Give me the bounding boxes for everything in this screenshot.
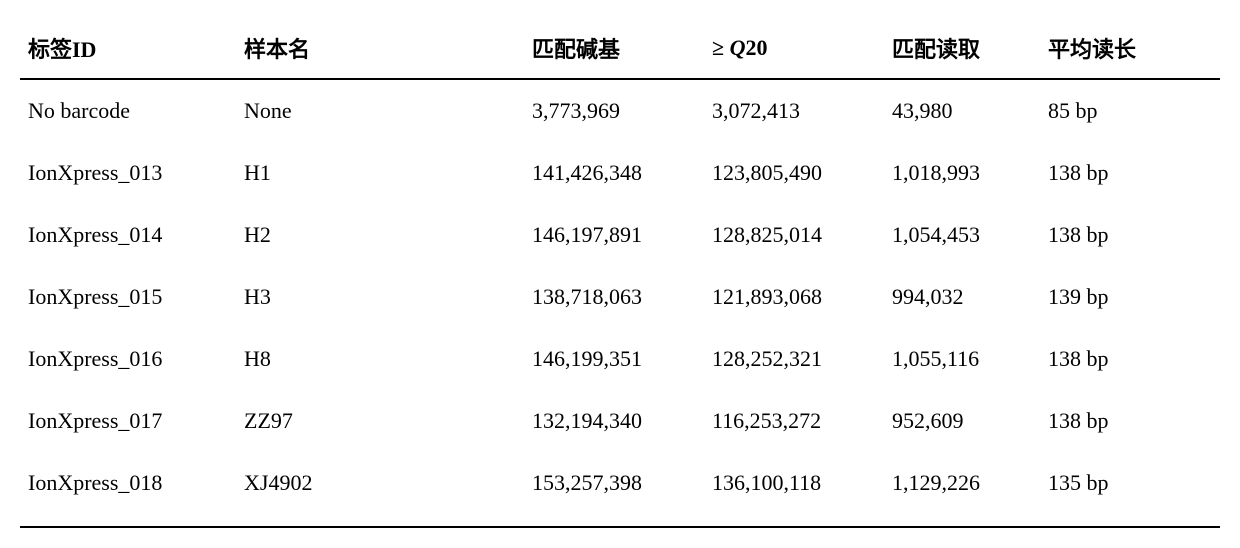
cell-sample-name: H2 bbox=[236, 204, 524, 266]
cell-avg-read-length: 139 bp bbox=[1040, 266, 1220, 328]
cell-q20: 3,072,413 bbox=[704, 79, 884, 142]
header-matched-bases: 匹配碱基 bbox=[524, 20, 704, 79]
cell-sample-name: None bbox=[236, 79, 524, 142]
cell-matched-reads: 1,054,453 bbox=[884, 204, 1040, 266]
cell-sample-name: H8 bbox=[236, 328, 524, 390]
table-header-row: 标签ID 样本名 匹配碱基 ≥ Q20 匹配读取 平均读长 bbox=[20, 20, 1220, 79]
cell-sample-name: H3 bbox=[236, 266, 524, 328]
cell-q20: 123,805,490 bbox=[704, 142, 884, 204]
table-row: IonXpress_016 H8 146,199,351 128,252,321… bbox=[20, 328, 1220, 390]
header-tag-id: 标签ID bbox=[20, 20, 236, 79]
header-matched-reads: 匹配读取 bbox=[884, 20, 1040, 79]
cell-avg-read-length: 135 bp bbox=[1040, 452, 1220, 527]
header-q20-italic: Q bbox=[730, 35, 746, 60]
cell-matched-reads: 1,129,226 bbox=[884, 452, 1040, 527]
cell-tag-id: IonXpress_013 bbox=[20, 142, 236, 204]
table-row: IonXpress_013 H1 141,426,348 123,805,490… bbox=[20, 142, 1220, 204]
cell-q20: 128,252,321 bbox=[704, 328, 884, 390]
header-sample-name: 样本名 bbox=[236, 20, 524, 79]
cell-matched-reads: 1,018,993 bbox=[884, 142, 1040, 204]
table-row: IonXpress_017 ZZ97 132,194,340 116,253,2… bbox=[20, 390, 1220, 452]
cell-avg-read-length: 138 bp bbox=[1040, 142, 1220, 204]
header-avg-read-length: 平均读长 bbox=[1040, 20, 1220, 79]
cell-q20: 121,893,068 bbox=[704, 266, 884, 328]
cell-matched-bases: 146,197,891 bbox=[524, 204, 704, 266]
cell-matched-reads: 1,055,116 bbox=[884, 328, 1040, 390]
cell-tag-id: IonXpress_018 bbox=[20, 452, 236, 527]
cell-matched-bases: 3,773,969 bbox=[524, 79, 704, 142]
cell-tag-id: No barcode bbox=[20, 79, 236, 142]
sequencing-data-table: 标签ID 样本名 匹配碱基 ≥ Q20 匹配读取 平均读长 No barcode… bbox=[20, 20, 1220, 528]
cell-avg-read-length: 138 bp bbox=[1040, 390, 1220, 452]
cell-matched-reads: 952,609 bbox=[884, 390, 1040, 452]
cell-sample-name: H1 bbox=[236, 142, 524, 204]
cell-tag-id: IonXpress_017 bbox=[20, 390, 236, 452]
cell-matched-bases: 141,426,348 bbox=[524, 142, 704, 204]
cell-matched-bases: 132,194,340 bbox=[524, 390, 704, 452]
cell-avg-read-length: 138 bp bbox=[1040, 328, 1220, 390]
cell-q20: 116,253,272 bbox=[704, 390, 884, 452]
cell-q20: 128,825,014 bbox=[704, 204, 884, 266]
cell-tag-id: IonXpress_016 bbox=[20, 328, 236, 390]
cell-matched-reads: 43,980 bbox=[884, 79, 1040, 142]
cell-avg-read-length: 85 bp bbox=[1040, 79, 1220, 142]
cell-matched-reads: 994,032 bbox=[884, 266, 1040, 328]
cell-tag-id: IonXpress_015 bbox=[20, 266, 236, 328]
cell-matched-bases: 153,257,398 bbox=[524, 452, 704, 527]
table-row: IonXpress_018 XJ4902 153,257,398 136,100… bbox=[20, 452, 1220, 527]
table-row: No barcode None 3,773,969 3,072,413 43,9… bbox=[20, 79, 1220, 142]
cell-sample-name: XJ4902 bbox=[236, 452, 524, 527]
cell-sample-name: ZZ97 bbox=[236, 390, 524, 452]
table-body: No barcode None 3,773,969 3,072,413 43,9… bbox=[20, 79, 1220, 527]
header-q20: ≥ Q20 bbox=[704, 20, 884, 79]
cell-avg-read-length: 138 bp bbox=[1040, 204, 1220, 266]
cell-matched-bases: 138,718,063 bbox=[524, 266, 704, 328]
cell-matched-bases: 146,199,351 bbox=[524, 328, 704, 390]
cell-q20: 136,100,118 bbox=[704, 452, 884, 527]
table-row: IonXpress_015 H3 138,718,063 121,893,068… bbox=[20, 266, 1220, 328]
header-q20-prefix: ≥ bbox=[712, 35, 730, 60]
header-q20-suffix: 20 bbox=[745, 35, 767, 60]
table-row: IonXpress_014 H2 146,197,891 128,825,014… bbox=[20, 204, 1220, 266]
cell-tag-id: IonXpress_014 bbox=[20, 204, 236, 266]
